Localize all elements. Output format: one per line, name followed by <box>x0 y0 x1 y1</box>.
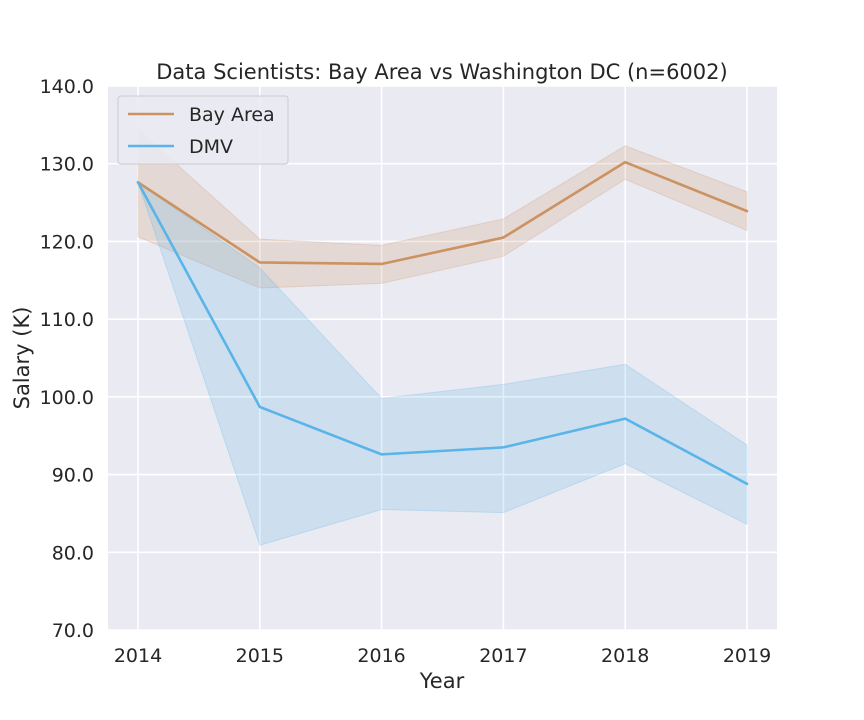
x-tick-label: 2018 <box>601 645 649 667</box>
y-tick-labels: 70.0 80.0 90.0 100.0 110.0 120.0 130.0 140.0 <box>40 76 94 642</box>
y-tick-label: 120.0 <box>40 231 94 253</box>
x-tick-label: 2015 <box>236 645 284 667</box>
y-tick-label: 100.0 <box>40 387 94 409</box>
chart-title: Data Scientists: Bay Area vs Washington … <box>156 60 727 84</box>
x-tick-label: 2019 <box>723 645 771 667</box>
y-tick-label: 80.0 <box>52 542 94 564</box>
legend-label: Bay Area <box>189 104 275 126</box>
y-axis-title: Salary (K) <box>10 307 34 410</box>
y-tick-label: 130.0 <box>40 154 94 176</box>
x-tick-label: 2017 <box>479 645 527 667</box>
legend-label: DMV <box>189 136 233 158</box>
y-tick-label: 70.0 <box>52 620 94 642</box>
y-tick-label: 110.0 <box>40 309 94 331</box>
gridlines <box>108 85 777 631</box>
plot-background <box>108 86 777 630</box>
series-line-1 <box>136 181 749 486</box>
x-axis-title: Year <box>419 669 465 693</box>
x-tick-labels: 2014 2015 2016 2017 2018 2019 <box>114 645 771 667</box>
x-tick-label: 2016 <box>357 645 405 667</box>
y-tick-label: 90.0 <box>52 465 94 487</box>
legend: Bay Area DMV <box>117 95 289 165</box>
y-tick-label: 140.0 <box>40 76 94 98</box>
series-lines <box>136 160 749 486</box>
x-tick-label: 2014 <box>114 645 162 667</box>
confidence-band-0 <box>137 128 748 289</box>
series-line-0 <box>136 160 749 266</box>
